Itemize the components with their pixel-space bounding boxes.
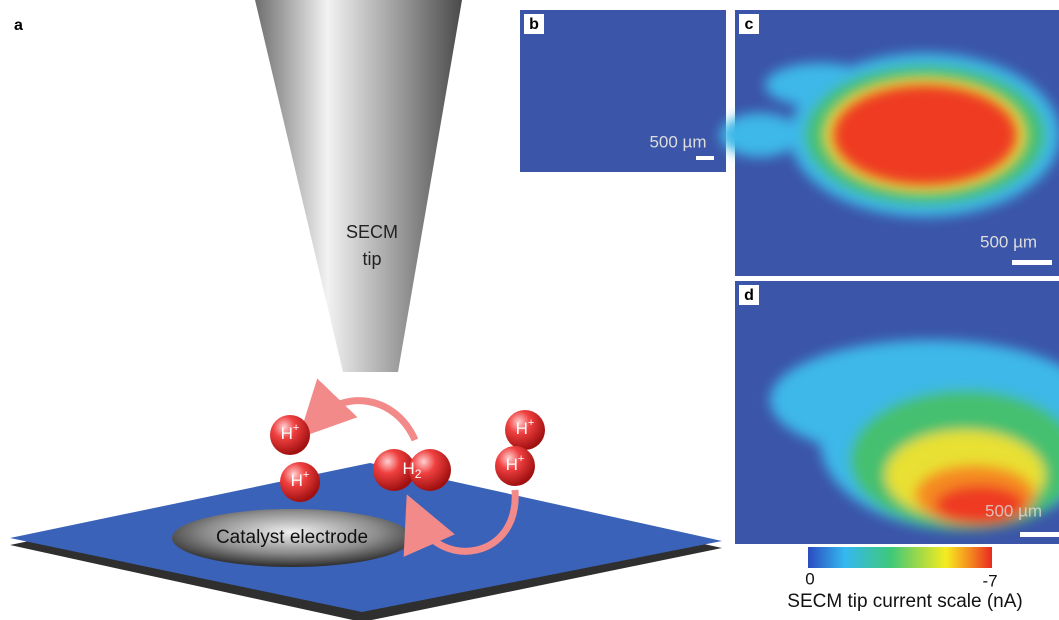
image [520,10,726,172]
panel-d: d 500 µm [735,281,1059,544]
electrode [172,509,412,567]
species-label: H2 [403,459,422,481]
label-box [524,14,544,34]
ion [280,462,320,502]
colorbar: 0 -7 SECM tip current scale (nA) [787,547,1023,612]
molecule-atom [373,449,415,491]
scale-bar [1012,260,1052,265]
colorbar-label: SECM tip current scale (nA) [787,591,1022,612]
species-label: H+ [516,417,535,439]
tip-label: tip [362,249,381,269]
species-base: H [281,424,293,443]
label-box [739,285,759,305]
scale-bar-label: 500 µm [649,132,706,151]
ion [505,410,545,450]
species-sup: + [303,469,309,481]
scale-bar-label: 500 µm [985,501,1042,520]
panel-c: c 500 µm [720,10,1059,276]
tip-label: SECM [346,222,398,242]
species-sup: + [528,417,534,429]
arrow [298,378,419,442]
hotspot [833,85,1017,185]
panel-label: b [529,16,539,33]
ion [270,415,310,455]
colorbar-min: 0 [805,569,814,588]
species-sub: 2 [415,467,422,481]
panel-a: a SECM tip Catalyst electrode H+H+ H2H+H+ [10,0,722,620]
colorbar-gradient [808,547,992,568]
species-base: H [291,471,303,490]
panel-label: a [14,17,23,34]
species-label: H+ [291,469,310,491]
colorbar-max: -7 [982,571,997,590]
species-label: H+ [506,453,525,475]
species-label: H+ [281,422,300,444]
scale-bar [1020,532,1059,537]
panel-label: c [745,16,754,33]
species-sup: + [518,453,524,465]
species-base: H [403,459,415,478]
molecule-atom [409,449,451,491]
arrow [403,489,519,557]
panel-b: b 500 µm [520,10,726,172]
species-sup: + [293,422,299,434]
label-box [739,14,759,34]
secm-tip [255,0,462,372]
electrode-label: Catalyst electrode [216,527,368,548]
ion [495,446,535,486]
panel-label: d [744,287,754,304]
scale-bar [696,156,714,160]
species-base: H [516,419,528,438]
species-base: H [506,455,518,474]
scale-bar-label: 500 µm [980,232,1037,251]
